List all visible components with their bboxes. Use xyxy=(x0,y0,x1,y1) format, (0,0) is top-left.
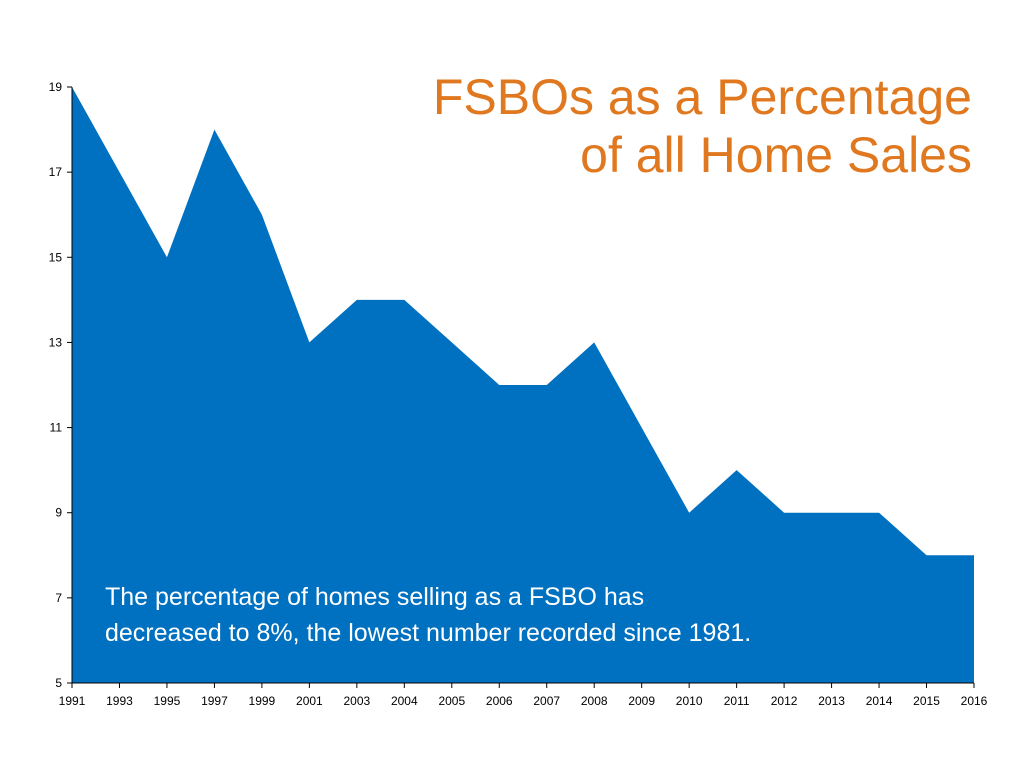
x-tick-label: 2016 xyxy=(961,694,988,708)
x-tick-label: 2014 xyxy=(866,694,893,708)
x-tick-label: 2001 xyxy=(296,694,323,708)
x-tick-label: 2008 xyxy=(581,694,608,708)
fsbo-area xyxy=(72,87,974,683)
x-tick-label: 2011 xyxy=(724,694,750,708)
y-tick-label: 5 xyxy=(55,676,62,690)
y-tick-label: 19 xyxy=(49,80,63,94)
x-tick-label: 2004 xyxy=(391,694,418,708)
y-tick-label: 7 xyxy=(55,591,62,605)
x-tick-label: 2006 xyxy=(486,694,513,708)
y-axis-ticks: 5 7 9 11 13 15 17 19 xyxy=(49,80,72,690)
annotation-line-1: The percentage of homes selling as a FSB… xyxy=(105,583,645,611)
x-tick-label: 2013 xyxy=(818,694,845,708)
x-tick-label: 2007 xyxy=(533,694,560,708)
x-tick-label: 2015 xyxy=(913,694,940,708)
y-tick-label: 13 xyxy=(49,335,63,349)
chart-title-line-1: FSBOs as a Percentage xyxy=(432,69,972,125)
x-tick-label: 2003 xyxy=(343,694,370,708)
chart-annotation: The percentage of homes selling as a FSB… xyxy=(105,579,751,651)
axis-layer xyxy=(71,87,974,684)
y-tick-label: 9 xyxy=(55,506,62,520)
y-tick-label: 17 xyxy=(49,165,63,179)
x-axis-ticks: 1991 1993 1995 1997 1999 2001 2003 2004 2005 2006… xyxy=(59,683,988,708)
y-tick-label: 11 xyxy=(50,421,63,435)
x-tick-label: 2009 xyxy=(628,694,655,708)
x-tick-label: 1995 xyxy=(154,694,181,708)
x-tick-label: 2010 xyxy=(676,694,703,708)
x-tick-label: 2012 xyxy=(771,694,798,708)
x-tick-label: 1991 xyxy=(59,694,86,708)
x-tick-label: 1997 xyxy=(201,694,228,708)
annotation-line-2: decreased to 8%, the lowest number recor… xyxy=(105,619,752,647)
x-tick-label: 1999 xyxy=(249,694,276,708)
y-tick-label: 15 xyxy=(49,250,63,264)
chart-title: FSBOs as a Percentage of all Home Sales xyxy=(433,68,972,184)
area-layer xyxy=(72,87,974,683)
x-tick-label: 2005 xyxy=(438,694,465,708)
x-tick-label: 1993 xyxy=(106,694,133,708)
chart-title-line-2: of all Home Sales xyxy=(580,127,972,183)
